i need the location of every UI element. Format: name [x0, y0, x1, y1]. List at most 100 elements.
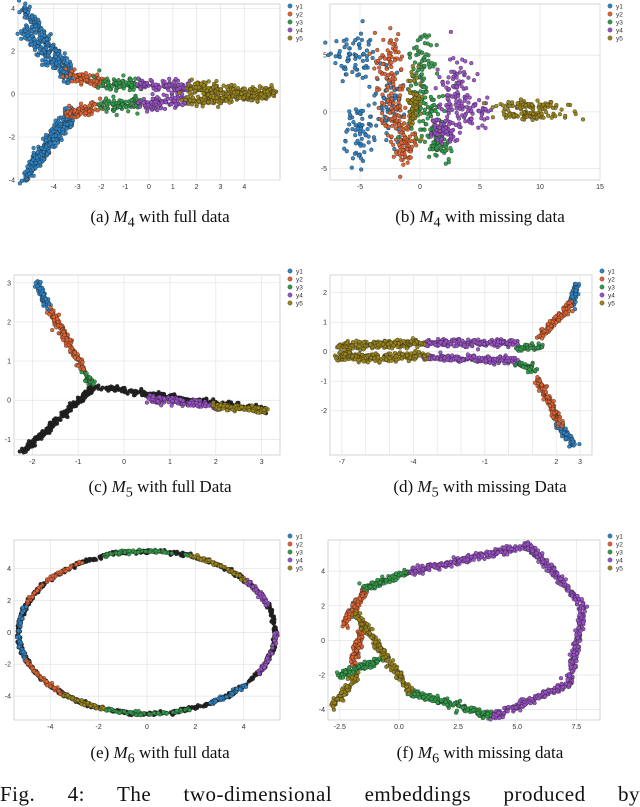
point-y4-d — [476, 347, 480, 351]
point-y5-d — [418, 354, 422, 358]
point-y3-a — [120, 99, 124, 103]
point-y1-b — [348, 52, 352, 56]
point-y1-d — [574, 282, 578, 286]
point-y3-a — [105, 77, 109, 81]
point-y1-a — [49, 57, 53, 61]
point-y3-b — [415, 45, 419, 49]
point-y1-b — [362, 150, 366, 154]
point-y2-a — [95, 73, 99, 77]
point-y5-b — [518, 106, 522, 110]
point-dark-c-0 — [30, 440, 34, 444]
point-y1-a — [30, 15, 34, 19]
point-y5-a — [194, 85, 198, 89]
point-y5-b — [491, 105, 495, 109]
point-y5-b — [410, 107, 414, 111]
point-y2-b — [399, 158, 403, 162]
point-y2-b — [375, 88, 379, 92]
point-y2-d — [571, 309, 575, 313]
point-y5-b — [543, 106, 547, 110]
point-y1-a — [29, 20, 33, 24]
point-y2-b — [391, 42, 395, 46]
point-y5-d — [362, 347, 366, 351]
point-y4-a — [160, 101, 164, 105]
point-y2-a — [73, 109, 77, 113]
point-y3-a — [105, 110, 109, 114]
point-y5-b — [414, 136, 418, 140]
point-y4-d — [439, 341, 443, 345]
point-y5-b — [512, 114, 516, 118]
point-y4-c — [203, 404, 207, 408]
point-y1-a — [30, 25, 34, 29]
y-tick-label-d-2: 0 — [323, 349, 327, 356]
point-y1-b — [358, 112, 362, 116]
point-y5-a — [265, 90, 269, 94]
point-y1-a — [57, 127, 61, 131]
point-y5-b — [410, 123, 414, 127]
point-y3-c — [85, 372, 89, 376]
point-y3-b — [434, 109, 438, 113]
point-y3-b — [433, 62, 437, 66]
point-y4-b — [457, 125, 461, 129]
point-y3-a — [130, 83, 134, 87]
point-y4-a — [149, 100, 153, 104]
point-y1-c — [44, 297, 48, 301]
point-y5-b — [508, 104, 512, 108]
point-y1-b — [367, 40, 371, 44]
x-tick-label-a-4: 0 — [147, 184, 151, 191]
point-y2-b — [380, 101, 384, 105]
point-y1-b — [347, 46, 351, 50]
point-y3-a — [114, 89, 118, 93]
point-y2-a — [77, 107, 81, 111]
point-y2-c — [57, 313, 61, 317]
point-y5-b — [546, 114, 550, 118]
point-y3-a — [112, 95, 116, 99]
point-y5-b — [516, 101, 520, 105]
point-dark-c-0 — [46, 430, 50, 434]
point-y3-d — [519, 347, 523, 351]
point-y5-b — [524, 103, 528, 107]
point-y1-b — [361, 59, 365, 63]
point-y5-b — [415, 76, 419, 80]
point-y5-d — [386, 342, 390, 346]
point-y1-a — [30, 43, 34, 47]
point-y1-b — [371, 56, 375, 60]
x-tick-label-a-6: 2 — [195, 184, 199, 191]
point-y3-a — [92, 75, 96, 79]
point-y4-a — [138, 81, 142, 85]
point-y3-b — [423, 41, 427, 45]
point-y2-b — [392, 101, 396, 105]
point-y4-a — [167, 77, 171, 81]
point-y1-b — [363, 66, 367, 70]
point-y4-b — [463, 119, 467, 123]
point-y1-a — [38, 47, 42, 51]
point-y5-a — [252, 94, 256, 98]
point-y3-b — [433, 153, 437, 157]
point-y2-d — [552, 399, 556, 403]
point-y1-b — [374, 124, 378, 128]
point-y2-b — [403, 106, 407, 110]
point-y4-b — [464, 86, 468, 90]
point-y5-b — [530, 103, 534, 107]
point-y4-b — [480, 113, 484, 117]
point-y5-b — [553, 114, 557, 118]
point-y1-b — [348, 113, 352, 117]
point-y4-b — [433, 123, 437, 127]
point-y1-a — [24, 29, 28, 33]
point-y2-b — [372, 67, 376, 71]
point-y3-a — [96, 86, 100, 90]
point-y4-a — [155, 108, 159, 112]
point-y2-b — [401, 148, 405, 152]
point-y1-b — [362, 144, 366, 148]
point-y3-c — [88, 376, 92, 380]
legend-marker-y4-c — [288, 293, 292, 297]
point-y2-b — [378, 70, 382, 74]
point-y1-b — [364, 75, 368, 79]
point-y1-b — [384, 138, 388, 142]
point-y4-d — [470, 343, 474, 347]
point-y4-b — [447, 123, 451, 127]
point-y2-a — [61, 75, 65, 79]
point-y1-b — [366, 127, 370, 131]
point-y4-b — [456, 90, 460, 94]
